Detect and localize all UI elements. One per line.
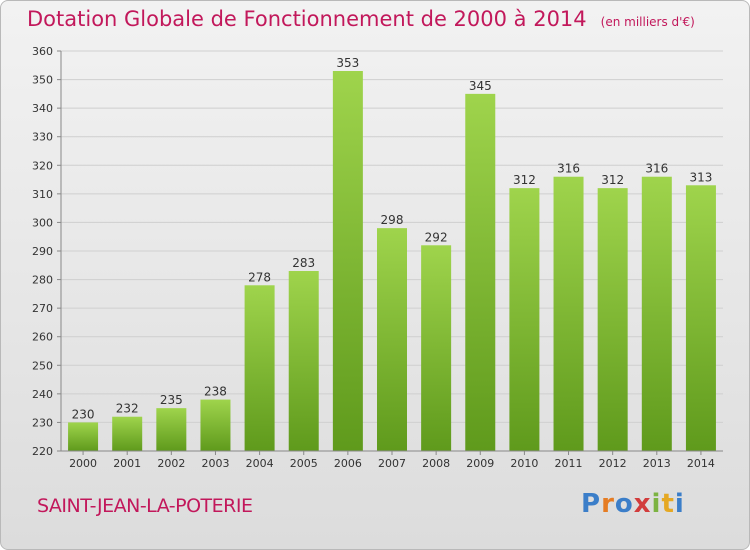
data-label-2010: 312: [513, 173, 536, 187]
bar-2013: [641, 176, 672, 451]
logo-letter: o: [614, 489, 634, 519]
x-tick-label-2014: 2014: [687, 457, 715, 470]
bar-2001: [112, 416, 143, 451]
y-tick-label: 340: [32, 102, 53, 115]
y-tick-label: 330: [32, 131, 53, 144]
y-axis: 220 230 240 250 260 270 280 290 300 310 320 330 340 3…: [32, 45, 62, 458]
data-label-2011: 316: [557, 162, 580, 176]
unit-note: (en milliers d'€): [600, 15, 695, 29]
bar-2009: [465, 93, 496, 451]
data-label-2004: 278: [248, 270, 271, 284]
logo-letter: r: [601, 489, 615, 519]
bar-2012: [597, 188, 628, 451]
bar-2000: [68, 422, 99, 451]
data-label-2000: 230: [72, 407, 95, 421]
x-tick-label-2002: 2002: [157, 457, 185, 470]
y-tick-label: 230: [32, 416, 53, 429]
x-tick-label-2000: 2000: [69, 457, 97, 470]
y-tick-label: 220: [32, 445, 53, 458]
bars: [68, 71, 716, 452]
x-tick-label-2008: 2008: [422, 457, 450, 470]
data-label-2014: 313: [689, 170, 712, 184]
y-tick-label: 320: [32, 159, 53, 172]
data-label-2008: 292: [425, 230, 448, 244]
chart-title-text: Dotation Globale de Fonctionnement de 20…: [27, 7, 587, 31]
x-tick-label-2009: 2009: [466, 457, 494, 470]
x-tick-label-2013: 2013: [643, 457, 671, 470]
x-tick-label-2012: 2012: [599, 457, 627, 470]
bar-2004: [244, 285, 275, 451]
y-tick-label: 280: [32, 274, 53, 287]
bar-2010: [509, 188, 540, 451]
data-label-2006: 353: [336, 56, 359, 70]
x-tick-label-2011: 2011: [555, 457, 583, 470]
x-axis: 2000 2001 2002 2003 2004 2005 2006 2007 2008 2009…: [61, 450, 723, 470]
data-label-2003: 238: [204, 385, 227, 399]
x-tick-label-2010: 2010: [510, 457, 538, 470]
y-tick-label: 360: [32, 45, 53, 58]
bar-2002: [156, 408, 187, 451]
logo-letter: i: [674, 489, 685, 519]
y-tick-label: 270: [32, 302, 53, 315]
data-labels: 230 232 235 238 278 283 353 298 292 345 312 316 312 3…: [72, 56, 713, 421]
bar-2003: [200, 399, 231, 451]
y-tick-label: 260: [32, 331, 53, 344]
bar-2007: [377, 228, 407, 451]
chart-title: Dotation Globale de Fonctionnement de 20…: [27, 7, 695, 31]
data-label-2005: 283: [292, 256, 315, 270]
data-label-2013: 316: [645, 162, 668, 176]
bar-2008: [421, 245, 452, 451]
data-label-2012: 312: [601, 173, 624, 187]
data-label-2001: 232: [116, 402, 139, 416]
x-tick-label-2004: 2004: [246, 457, 274, 470]
x-tick-label-2006: 2006: [334, 457, 362, 470]
data-label-2007: 298: [381, 213, 404, 227]
y-tick-label: 290: [32, 245, 53, 258]
x-tick-label-2001: 2001: [113, 457, 141, 470]
logo-letter: P: [581, 489, 602, 519]
y-tick-label: 240: [32, 388, 53, 401]
commune-name: SAINT-JEAN-LA-POTERIE: [37, 495, 253, 517]
data-label-2002: 235: [160, 393, 183, 407]
x-tick-label-2003: 2003: [201, 457, 229, 470]
x-tick-label-2005: 2005: [290, 457, 318, 470]
y-tick-label: 250: [32, 359, 53, 372]
x-tick-label-2007: 2007: [378, 457, 406, 470]
logo-letter: t: [661, 489, 675, 519]
bar-2011: [553, 176, 584, 451]
logo-letter: i: [651, 489, 662, 519]
bar-2006: [332, 71, 363, 451]
proxiti-logo: Proxiti: [581, 489, 701, 529]
data-label-2009: 345: [469, 79, 492, 93]
logo-letter: x: [633, 489, 652, 519]
bar-2005: [288, 271, 319, 451]
y-tick-label: 300: [32, 216, 53, 229]
bar-2014: [685, 185, 716, 452]
y-tick-label: 310: [32, 188, 53, 201]
y-tick-label: 350: [32, 74, 53, 87]
